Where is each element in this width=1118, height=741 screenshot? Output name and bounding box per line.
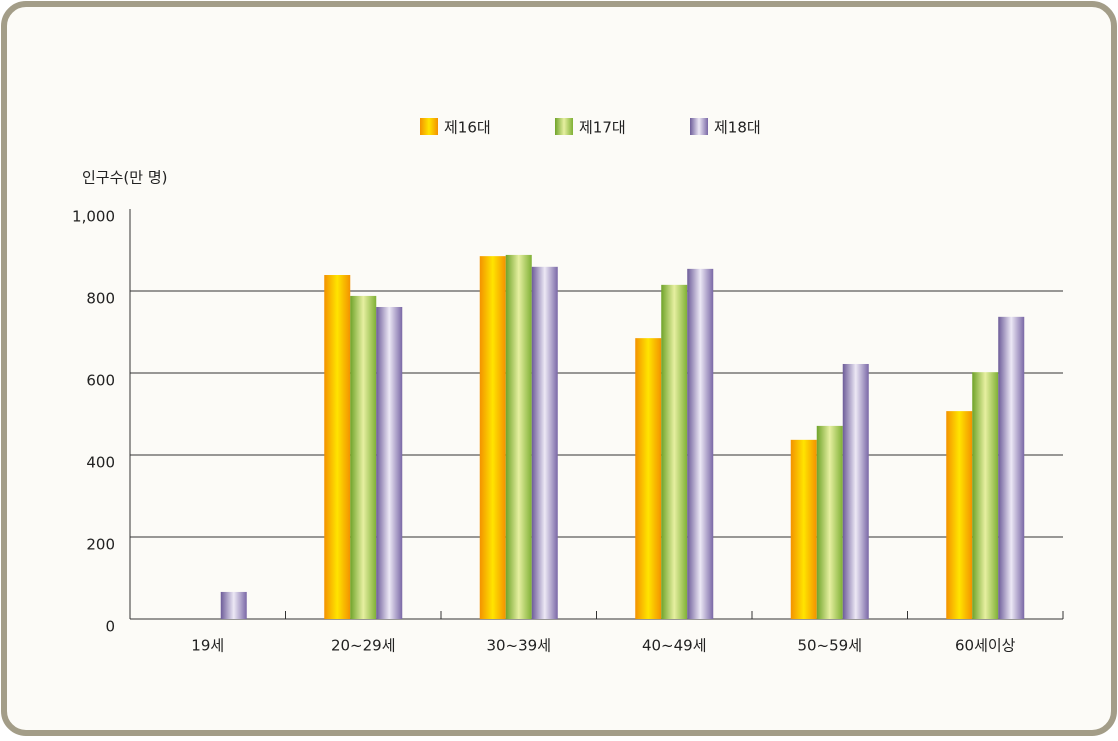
bar: [479, 256, 506, 619]
bar: [816, 425, 843, 619]
legend-label: 제18대: [714, 119, 761, 137]
y-tick-label: 200: [86, 536, 115, 554]
bar: [350, 295, 377, 619]
legend-swatch: [690, 118, 708, 135]
bar: [946, 411, 973, 619]
y-tick-label: 0: [105, 618, 115, 636]
x-tick-label: 30~39세: [486, 637, 551, 655]
x-tick-label: 19세: [191, 637, 224, 655]
bar: [972, 372, 999, 619]
y-tick-label: 400: [86, 454, 115, 472]
bar: [376, 306, 403, 619]
bar: [842, 363, 869, 619]
y-tick-label: 800: [86, 290, 115, 308]
bar: [531, 266, 558, 619]
y-tick-label: 1,000: [72, 208, 115, 226]
x-tick-label: 40~49세: [642, 637, 707, 655]
bar: [998, 316, 1025, 619]
legend-label: 제16대: [444, 119, 491, 137]
legend-swatch: [555, 118, 573, 135]
bar: [220, 591, 247, 619]
y-axis-label: 인구수(만 명): [82, 169, 167, 187]
bar: [687, 268, 714, 619]
x-tick-label: 20~29세: [331, 637, 396, 655]
bar: [661, 284, 688, 619]
legend-label: 제17대: [579, 119, 626, 137]
y-tick-label: 600: [86, 372, 115, 390]
x-tick-label: 50~59세: [797, 637, 862, 655]
bar: [324, 275, 351, 619]
bar: [635, 338, 662, 619]
legend-swatch: [420, 118, 438, 135]
x-tick-label: 60세이상: [955, 637, 1016, 655]
bar: [790, 439, 817, 619]
bar: [505, 254, 532, 620]
